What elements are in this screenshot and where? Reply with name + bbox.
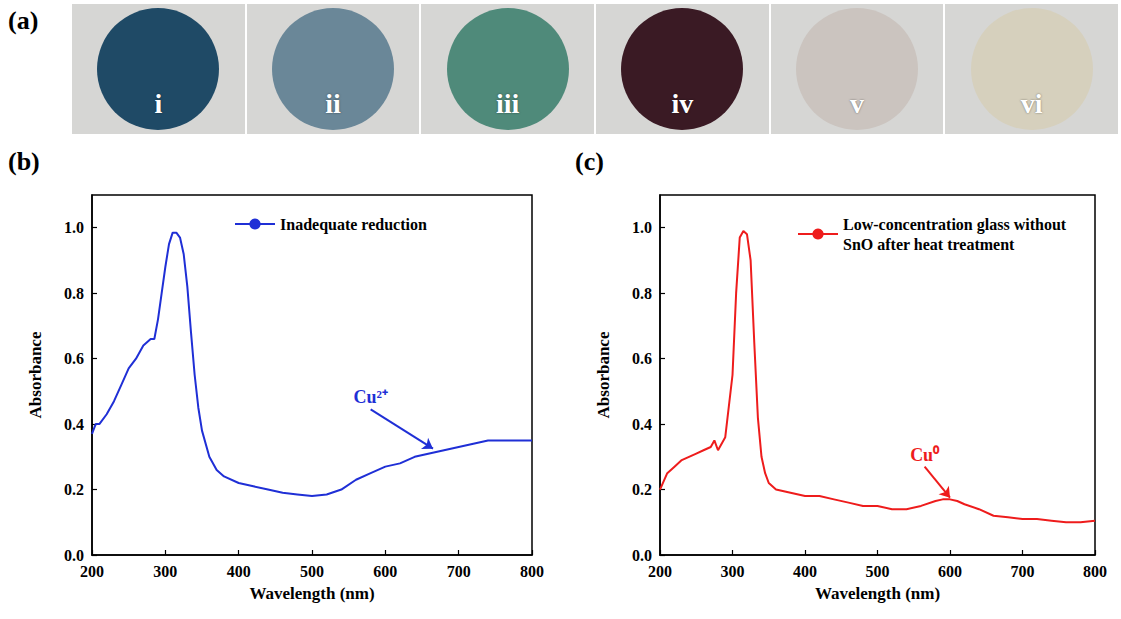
svg-text:0.8: 0.8	[64, 285, 84, 302]
svg-text:0.4: 0.4	[64, 416, 84, 433]
svg-text:Wavelength (nm): Wavelength (nm)	[815, 584, 940, 603]
svg-text:Low-concentration glass withou: Low-concentration glass without	[843, 216, 1070, 234]
svg-text:800: 800	[520, 563, 544, 580]
html-text:iii: iii	[496, 88, 520, 119]
svg-text:0.6: 0.6	[632, 350, 652, 367]
svg-text:0.0: 0.0	[632, 547, 652, 564]
html-text:i: i	[154, 88, 163, 119]
svg-text:SnO after heat treatment: SnO after heat treatment	[843, 236, 1015, 253]
svg-text:1.0: 1.0	[632, 219, 652, 236]
svg-text:300: 300	[153, 563, 177, 580]
svg-text:Inadequate reduction: Inadequate reduction	[280, 216, 427, 234]
svg-text:1.0: 1.0	[64, 219, 84, 236]
svg-text:0.4: 0.4	[632, 416, 652, 433]
svg-text:(b): (b)	[8, 147, 40, 176]
svg-text:Cu⁰: Cu⁰	[910, 445, 940, 465]
svg-text:500: 500	[300, 563, 324, 580]
svg-text:Cu²⁺: Cu²⁺	[353, 387, 387, 407]
svg-text:200: 200	[648, 563, 672, 580]
svg-text:0.8: 0.8	[632, 285, 652, 302]
html-text:vi: vi	[1020, 88, 1043, 119]
html-text:iv: iv	[671, 88, 694, 119]
svg-text:400: 400	[793, 563, 817, 580]
html-text:v: v	[850, 88, 864, 119]
svg-text:300: 300	[721, 563, 745, 580]
svg-text:800: 800	[1083, 563, 1107, 580]
svg-text:200: 200	[80, 563, 104, 580]
svg-text:600: 600	[938, 563, 962, 580]
svg-text:600: 600	[373, 563, 397, 580]
svg-text:700: 700	[1011, 563, 1035, 580]
svg-text:0.0: 0.0	[64, 547, 84, 564]
svg-text:500: 500	[866, 563, 890, 580]
svg-text:0.6: 0.6	[64, 350, 84, 367]
svg-text:700: 700	[447, 563, 471, 580]
svg-text:(c): (c)	[575, 147, 604, 176]
svg-text:Wavelength (nm): Wavelength (nm)	[249, 584, 374, 603]
html-text:ii: ii	[325, 88, 341, 119]
svg-text:Absorbance: Absorbance	[594, 331, 613, 418]
svg-text:400: 400	[227, 563, 251, 580]
svg-text:Absorbance: Absorbance	[26, 331, 45, 418]
html-text:(a): (a)	[8, 6, 39, 35]
svg-text:0.2: 0.2	[64, 481, 84, 498]
svg-text:0.2: 0.2	[632, 481, 652, 498]
